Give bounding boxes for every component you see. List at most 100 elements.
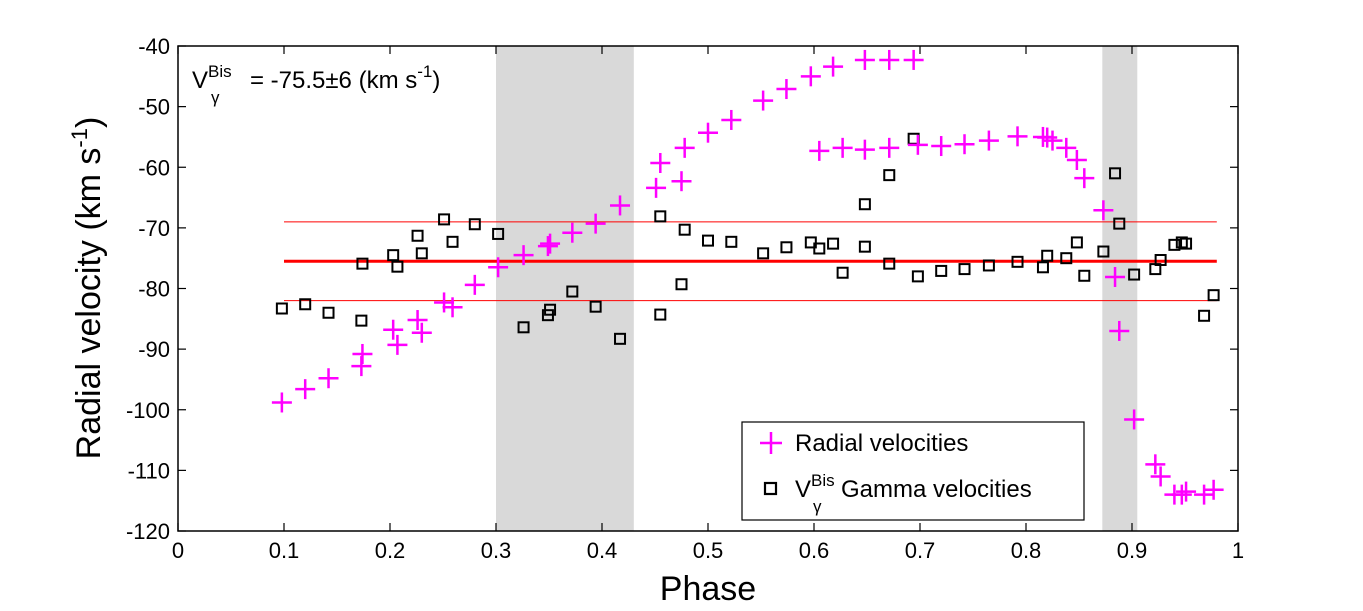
gamma-velocity-point-28	[813, 242, 826, 255]
x-tick-label-2: 0.2	[375, 538, 406, 563]
y-tick-label-5: -70	[138, 216, 170, 241]
gamma-velocity-point-33	[883, 169, 896, 182]
gamma-velocity-point-20	[654, 308, 667, 321]
legend-box	[741, 421, 1085, 521]
x-tick-label-3: 0.3	[481, 538, 512, 563]
gamma-velocity-point-54	[1180, 237, 1193, 250]
radial-velocity-point-16	[562, 222, 583, 243]
gamma-velocity-point-38	[958, 263, 971, 276]
legend-gamma-text: Gamma velocities	[841, 476, 1032, 503]
gamma-velocity-point-7	[411, 229, 424, 242]
gamma-velocity-point-39	[982, 259, 995, 272]
y-tick-label-4: -80	[138, 277, 170, 302]
gamma-velocity-point-21	[678, 223, 691, 236]
y-tick-label-0: -120	[126, 519, 170, 544]
radial-velocity-point-23	[698, 122, 718, 143]
y-tick-label-7: -50	[138, 95, 170, 120]
radial-velocity-point-49	[1109, 320, 1130, 341]
gamma-velocity-point-0	[275, 302, 288, 315]
gamma-velocity-point-9	[438, 213, 451, 226]
x-tick-label-7: 0.7	[905, 538, 936, 563]
radial-velocity-point-46	[1074, 168, 1095, 189]
radial-velocity-point-0	[271, 392, 292, 413]
y-axis-title: Radial velocity (km s-1)	[67, 117, 108, 460]
gamma-velocity-point-29	[827, 237, 840, 250]
x-tick-label-1: 0.1	[269, 538, 300, 563]
radial-velocity-point-35	[879, 137, 900, 158]
radial-velocity-point-20	[650, 153, 671, 174]
legend-gamma-sub: γ	[813, 497, 822, 516]
gamma-velocity-point-48	[1113, 217, 1126, 230]
radial-velocity-point-34	[854, 139, 875, 160]
legend-gamma-sup: Bis	[811, 471, 835, 490]
radial-velocity-point-55	[1176, 481, 1197, 502]
x-tick-label-6: 0.6	[799, 538, 830, 563]
radial-velocity-point-36	[907, 134, 928, 155]
radial-velocity-point-32	[809, 140, 830, 161]
radial-velocity-point-56	[1194, 484, 1215, 505]
radial-velocity-point-19	[646, 177, 667, 198]
radial-velocity-point-4	[352, 343, 373, 364]
annotation-unit-sup: -1	[417, 62, 432, 81]
legend-gamma-marker	[763, 481, 778, 496]
radial-velocity-point-37	[931, 136, 952, 157]
radial-velocity-point-31	[903, 49, 924, 70]
axis-ticks: 0 0.1 0.2 0.3 0.4 0.5 0.6 0.7 0.8 0.9 1 -120 -110 -10…	[126, 34, 1244, 563]
gamma-velocity-point-40	[1011, 255, 1024, 268]
y-axis-title-close: )	[70, 117, 108, 128]
radial-velocity-point-45	[1066, 149, 1087, 170]
radial-velocity-point-25	[753, 90, 774, 111]
gamma-velocity-point-42	[1041, 249, 1054, 262]
gamma-velocity-point-45	[1078, 269, 1091, 282]
radial-velocity-point-33	[832, 137, 853, 158]
gamma-velocity-point-1	[299, 298, 312, 311]
radial-velocity-point-48	[1105, 266, 1126, 287]
y-axis-title-sup: -1	[67, 128, 92, 148]
y-axis-title-main: Radial velocity (km s	[70, 148, 108, 460]
radial-velocity-point-6	[387, 334, 408, 355]
data-markers	[271, 49, 1224, 505]
radial-velocity-point-15	[540, 233, 561, 254]
gamma-velocity-point-16	[566, 285, 579, 298]
gamma-velocity-point-4	[356, 257, 369, 270]
gamma-velocity-point-43	[1060, 252, 1073, 265]
radial-velocity-point-22	[674, 137, 695, 158]
annotation-sub: γ	[211, 88, 220, 107]
gamma-velocity-point-11	[468, 218, 481, 231]
gamma-velocity-point-46	[1097, 245, 1110, 258]
gamma-velocity-point-18	[614, 332, 627, 345]
gamma-velocity-point-24	[725, 235, 738, 248]
radial-velocity-point-13	[513, 245, 534, 266]
y-tick-label-2: -100	[126, 398, 170, 423]
x-tick-label-8: 0.8	[1011, 538, 1042, 563]
gamma-velocity-point-12	[492, 227, 505, 240]
y-tick-label-3: -90	[138, 337, 170, 362]
radial-velocity-point-5	[383, 319, 404, 340]
gamma-velocity-point-55	[1198, 309, 1211, 322]
gamma-velocity-point-44	[1070, 236, 1083, 249]
radial-velocity-point-50	[1124, 409, 1145, 430]
gamma-velocity-point-25	[757, 247, 770, 260]
gamma-velocity-point-3	[355, 314, 368, 327]
y-tick-label-8: -40	[138, 34, 170, 59]
radial-velocity-point-40	[1007, 126, 1028, 147]
gamma-velocity-point-56	[1207, 289, 1220, 302]
radial-velocity-point-39	[978, 130, 999, 151]
gamma-velocity-point-10	[446, 235, 459, 248]
radial-velocity-point-9	[434, 292, 455, 313]
x-axis-title: Phase	[660, 570, 756, 608]
gamma-velocity-point-27	[804, 236, 817, 249]
gamma-velocity-point-5	[387, 249, 400, 262]
radial-velocity-point-51	[1145, 454, 1166, 475]
radial-velocity-point-26	[776, 79, 797, 100]
radial-velocity-point-10	[442, 297, 463, 318]
gamma-velocity-point-31	[858, 198, 871, 211]
x-tick-label-9: 0.9	[1117, 538, 1148, 563]
radial-velocity-point-29	[854, 49, 875, 70]
radial-velocity-point-27	[800, 66, 821, 87]
legend-radial-marker	[760, 432, 782, 454]
radial-velocity-point-24	[721, 109, 742, 130]
y-tick-label-6: -60	[138, 155, 170, 180]
gamma-velocity-point-47	[1109, 167, 1122, 180]
